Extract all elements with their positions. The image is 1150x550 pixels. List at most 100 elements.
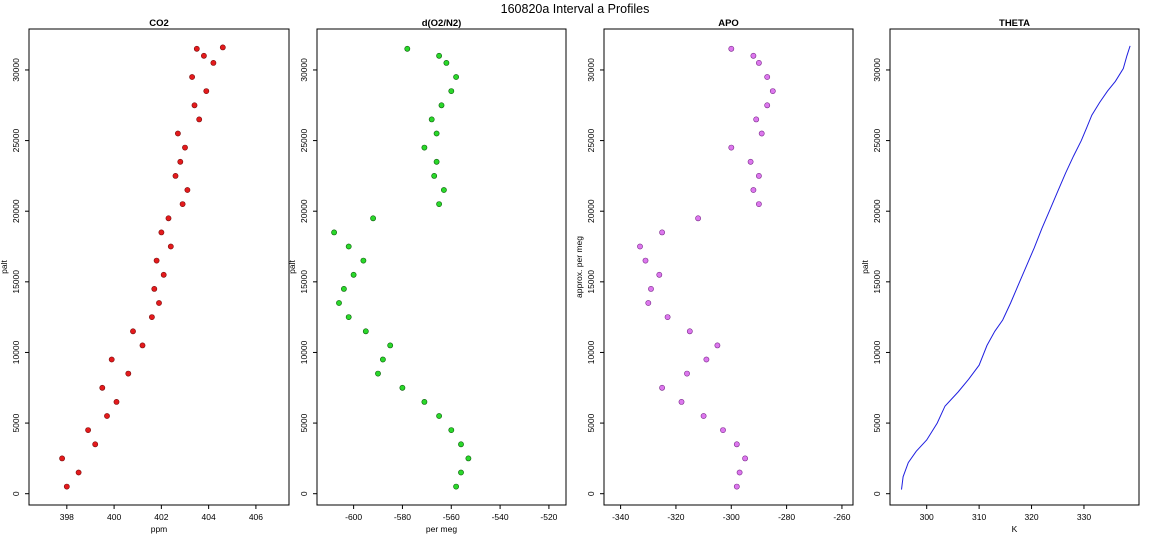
panel-apo: APO approx. per meg -340 -320 -300 -280 -260… (574, 18, 854, 522)
data-point (700, 413, 707, 419)
y-tick-label: 30000 (586, 58, 596, 82)
do2n2-y-ticks: 0 5000 10000 15000 20000 25000 30000 (299, 58, 317, 496)
data-point (686, 328, 693, 335)
theta-profile (901, 45, 1131, 490)
data-point (336, 300, 342, 306)
y-tick-label: 30000 (872, 58, 882, 82)
data-point (370, 215, 376, 222)
data-point (340, 285, 347, 292)
apo-y-ticks: 0 5000 10000 15000 20000 25000 30000 (586, 58, 604, 496)
data-point (362, 328, 369, 335)
data-point (648, 285, 654, 292)
data-point (637, 243, 643, 250)
data-point (151, 285, 158, 292)
panel-do2n2: d(O2/N2) per meg palt -600 -580 -560 -540 -5… (287, 18, 567, 534)
data-point (130, 328, 136, 335)
data-point (436, 52, 442, 59)
x-tick-label: 406 (249, 512, 263, 522)
co2-x-ticks: 398 400 402 404 406 (60, 505, 263, 522)
do2n2-panel-title: d(O2/N2) (422, 18, 462, 29)
x-tick-label: -520 (540, 512, 557, 522)
data-point (747, 158, 754, 165)
theta-x-ticks: 300 310 320 330 (920, 505, 1091, 522)
co2-y-ticks: 0 5000 10000 15000 20000 25000 30000 (11, 58, 29, 496)
data-point (165, 215, 172, 222)
data-point (99, 384, 106, 391)
x-tick-label: -260 (833, 512, 850, 522)
do2n2-points (331, 45, 472, 490)
x-tick-label: 330 (1077, 512, 1091, 522)
x-tick-label: 310 (972, 512, 986, 522)
data-point (742, 455, 748, 462)
x-tick-label: 402 (154, 512, 168, 522)
y-tick-label: 25000 (299, 128, 309, 152)
panel-co2: CO2 ppm palt 398 400 402 404 406 0 5000 10000 1… (0, 18, 290, 534)
y-tick-label: 10000 (872, 340, 882, 364)
y-tick-label: 10000 (299, 340, 309, 364)
y-tick-label: 15000 (299, 270, 309, 294)
data-point (756, 60, 762, 66)
data-point (656, 271, 663, 278)
data-point (219, 44, 226, 51)
x-tick-label: -600 (345, 512, 362, 522)
data-point (399, 384, 406, 391)
data-point (191, 102, 198, 109)
x-tick-label: -540 (492, 512, 509, 522)
data-point (167, 243, 174, 250)
data-point (758, 130, 765, 137)
data-point (436, 201, 442, 207)
data-point (108, 356, 115, 363)
data-point (678, 398, 685, 405)
y-tick-label: 0 (11, 491, 21, 496)
data-point (458, 441, 464, 448)
theta-y-ticks: 0 5000 10000 15000 20000 25000 30000 (872, 58, 890, 496)
data-point (769, 88, 776, 94)
data-point (158, 229, 165, 236)
data-point (172, 172, 179, 179)
x-tick-label: -300 (723, 512, 740, 522)
theta-y-axis-label: palt (860, 260, 870, 274)
data-point (184, 187, 191, 193)
co2-y-axis-label: palt (0, 260, 9, 274)
data-point (156, 300, 162, 306)
y-tick-label: 25000 (586, 128, 596, 152)
data-point (148, 314, 155, 320)
y-tick-label: 0 (586, 491, 596, 496)
data-point (345, 243, 352, 250)
data-point (196, 116, 203, 123)
y-tick-label: 5000 (11, 413, 21, 432)
data-point (63, 483, 70, 490)
apo-plot-frame (603, 28, 854, 506)
data-point (203, 88, 210, 94)
data-point (440, 187, 447, 193)
data-point (664, 314, 671, 320)
data-point (750, 52, 757, 59)
data-point (733, 441, 740, 448)
panel-theta: THETA K palt 300 310 320 330 0 5000 10000 1500… (860, 18, 1140, 534)
x-tick-label: -320 (667, 512, 684, 522)
do2n2-x-axis-label: per meg (426, 524, 457, 534)
data-point (764, 102, 771, 109)
data-point (182, 144, 188, 151)
data-point (139, 342, 146, 349)
data-point (433, 158, 440, 165)
data-point (210, 60, 217, 66)
data-point (448, 427, 455, 433)
data-point (453, 483, 459, 490)
x-tick-label: 398 (60, 512, 74, 522)
theta-x-axis-label: K (1012, 524, 1018, 534)
data-point (160, 271, 167, 278)
profile-line (901, 45, 1131, 490)
data-point (436, 413, 442, 419)
y-tick-label: 20000 (872, 199, 882, 223)
data-point (703, 356, 710, 363)
data-point (695, 215, 701, 222)
data-point (85, 427, 91, 433)
x-tick-label: -280 (778, 512, 795, 522)
y-tick-label: 20000 (299, 199, 309, 223)
data-point (113, 398, 120, 405)
data-point (728, 144, 735, 151)
y-tick-label: 20000 (11, 199, 21, 223)
data-point (714, 342, 721, 349)
